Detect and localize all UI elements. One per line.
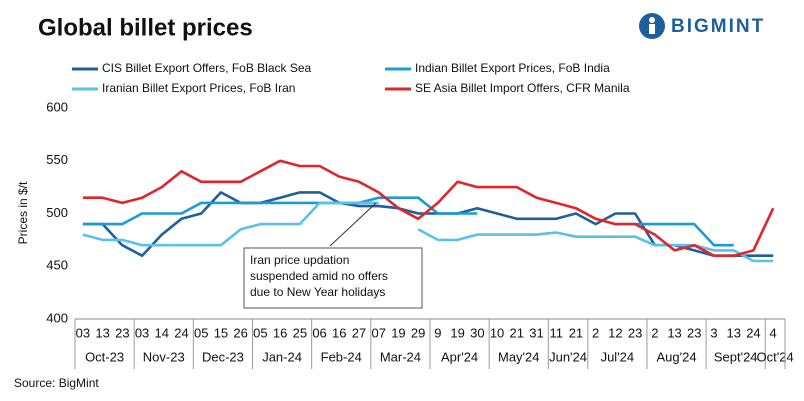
logo: BIGMINT bbox=[639, 13, 765, 39]
x-tick-label: 19 bbox=[391, 325, 405, 340]
y-tick-label: 500 bbox=[46, 205, 68, 220]
month-label: Jun'24 bbox=[549, 349, 587, 364]
x-tick-label: 3 bbox=[710, 325, 717, 340]
legend-label: SE Asia Billet Import Offers, CFR Manila bbox=[415, 81, 630, 95]
x-tick-label: 13 bbox=[95, 325, 109, 340]
series-line bbox=[82, 196, 734, 247]
month-label: Aug'24 bbox=[656, 349, 696, 364]
x-tick-label: 19 bbox=[450, 325, 464, 340]
annotation-line: Iran price updation bbox=[250, 253, 349, 267]
x-tick-label: 2 bbox=[651, 325, 658, 340]
x-tick-label: 16 bbox=[273, 325, 287, 340]
x-tick-label: 12 bbox=[608, 325, 622, 340]
x-tick-label: 21 bbox=[569, 325, 583, 340]
x-tick-label: 26 bbox=[233, 325, 247, 340]
annotation-leader bbox=[329, 202, 377, 247]
x-tick-label: 05 bbox=[253, 325, 267, 340]
x-tick-label: 21 bbox=[510, 325, 524, 340]
x-tick-label: 31 bbox=[529, 325, 543, 340]
month-label: Feb-24 bbox=[321, 349, 362, 364]
x-tick-label: 25 bbox=[293, 325, 307, 340]
x-tick-label: 11 bbox=[549, 325, 563, 340]
chart-title: Global billet prices bbox=[38, 14, 253, 41]
x-tick-label: 15 bbox=[214, 325, 228, 340]
x-tick-label: 9 bbox=[434, 325, 441, 340]
legend-label: Iranian Billet Export Prices, FoB Iran bbox=[102, 81, 295, 95]
x-tick-label: 27 bbox=[352, 325, 366, 340]
x-tick-label: 07 bbox=[371, 325, 385, 340]
y-tick-label: 550 bbox=[46, 152, 68, 167]
x-tick-label: 14 bbox=[155, 325, 169, 340]
x-tick-label: 30 bbox=[470, 325, 484, 340]
month-label: Sept'24 bbox=[714, 349, 758, 364]
x-tick-label: 4 bbox=[770, 325, 777, 340]
x-tick-label: 03 bbox=[76, 325, 90, 340]
x-tick-label: 23 bbox=[115, 325, 129, 340]
x-tick-label: 23 bbox=[628, 325, 642, 340]
x-tick-label: 03 bbox=[135, 325, 149, 340]
x-tick-label: 13 bbox=[667, 325, 681, 340]
series-line bbox=[82, 159, 775, 257]
month-label: May'24 bbox=[498, 349, 540, 364]
x-tick-label: 2 bbox=[592, 325, 599, 340]
month-label: Oct-23 bbox=[85, 349, 124, 364]
x-tick-label: 16 bbox=[332, 325, 346, 340]
month-label: Dec-23 bbox=[202, 349, 244, 364]
x-tick-label: 06 bbox=[312, 325, 326, 340]
y-tick-label: 450 bbox=[46, 258, 68, 273]
y-tick-label: 400 bbox=[46, 310, 68, 325]
x-tick-label: 29 bbox=[411, 325, 425, 340]
series-line bbox=[82, 201, 774, 263]
y-tick-label: 600 bbox=[46, 99, 68, 114]
month-label: Jan-24 bbox=[262, 349, 302, 364]
annotation: Iran price updation suspended amid no of… bbox=[243, 202, 423, 309]
month-label: Oct'24 bbox=[757, 349, 794, 364]
month-label: Mar-24 bbox=[380, 349, 421, 364]
logo-icon-bar bbox=[649, 24, 655, 34]
x-tick-label: 23 bbox=[687, 325, 701, 340]
legend-label: Indian Billet Export Prices, FoB India bbox=[415, 61, 610, 75]
x-tick-label: 13 bbox=[726, 325, 740, 340]
annotation-box bbox=[243, 247, 423, 309]
legend-label: CIS Billet Export Offers, FoB Black Sea bbox=[102, 61, 312, 75]
logo-icon-dot bbox=[649, 17, 655, 23]
x-tick-label: 24 bbox=[746, 325, 760, 340]
x-tick-label: 24 bbox=[174, 325, 188, 340]
annotation-line: due to New Year holidays bbox=[250, 285, 385, 299]
month-label: Nov-23 bbox=[143, 349, 185, 364]
y-axis-label: Prices in $/t bbox=[16, 181, 30, 244]
month-label: Jul'24 bbox=[601, 349, 635, 364]
month-label: Apr'24 bbox=[441, 349, 478, 364]
x-tick-label: 10 bbox=[490, 325, 504, 340]
source: Source: BigMint bbox=[14, 376, 99, 390]
annotation-line: suspended amid no offers bbox=[250, 269, 388, 283]
logo-text: BIGMINT bbox=[671, 16, 765, 37]
x-tick-label: 05 bbox=[194, 325, 208, 340]
